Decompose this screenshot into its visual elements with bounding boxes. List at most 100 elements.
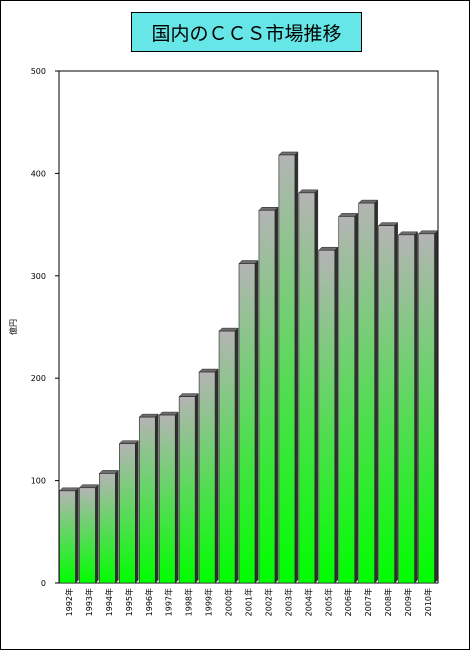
bar-side — [194, 393, 199, 584]
bar-2010年 — [417, 230, 439, 584]
bar-side — [274, 206, 279, 584]
x-tick-label: 1997年 — [164, 588, 174, 616]
bar-2005年 — [318, 246, 339, 584]
bar-2004年 — [298, 189, 319, 584]
x-tick-label: 1994年 — [104, 588, 114, 616]
y-tick-label: 200 — [31, 374, 46, 383]
bar-front — [119, 443, 136, 584]
bar-side — [155, 413, 159, 584]
bar-top — [397, 231, 419, 236]
y-tick-label: 100 — [31, 477, 46, 486]
bar-top — [118, 440, 139, 444]
bar-side — [174, 411, 179, 584]
bar-front — [198, 371, 216, 584]
bar-side — [434, 230, 438, 584]
bar-top — [417, 230, 439, 235]
bar-top — [298, 189, 319, 194]
bar-side — [135, 440, 139, 584]
bar-front — [338, 216, 356, 584]
y-tick-label: 500 — [31, 67, 46, 76]
bar-front — [398, 234, 415, 584]
x-tick-label: 2004年 — [303, 588, 313, 616]
bar-top — [98, 470, 119, 474]
bar-front — [138, 416, 156, 584]
bar-top — [378, 222, 399, 226]
bar-front — [258, 209, 276, 584]
bar-1996年 — [138, 413, 159, 584]
bar-side — [75, 487, 79, 584]
bar-1992年 — [58, 487, 80, 584]
bar-top — [58, 487, 80, 492]
x-tick-label: 1995年 — [124, 588, 134, 616]
bar-front — [59, 490, 76, 584]
bar-top — [358, 199, 379, 204]
x-tick-label: 2000年 — [224, 588, 234, 616]
bar-side — [314, 189, 319, 584]
x-tick-label: 1993年 — [84, 588, 94, 616]
bar-side — [414, 231, 418, 584]
bar-side — [374, 199, 378, 584]
bar-top — [138, 413, 159, 418]
x-tick-label: 2006年 — [343, 588, 353, 616]
bar-1993年 — [78, 484, 100, 584]
x-tick-label: 2007年 — [363, 588, 373, 616]
bar-front — [358, 202, 375, 584]
bar-1995年 — [118, 440, 139, 584]
bar-top — [258, 207, 279, 211]
y-tick-label: 0 — [41, 579, 46, 588]
x-tick-label: 2003年 — [283, 588, 293, 616]
bar-side — [294, 151, 299, 584]
bar-1999年 — [198, 368, 219, 584]
bar-top — [338, 213, 359, 217]
x-tick-label: 1998年 — [184, 588, 194, 616]
bar-side — [95, 484, 99, 584]
bar-side — [214, 368, 219, 584]
x-tick-label: 2009年 — [403, 588, 413, 616]
bar-front — [79, 487, 96, 584]
bar-top — [178, 393, 199, 397]
bar-1997年 — [158, 411, 179, 584]
x-tick-label: 1999年 — [204, 588, 214, 616]
bar-2009年 — [397, 231, 419, 584]
bar-2002年 — [258, 206, 279, 584]
bar-front — [278, 154, 296, 584]
bar-1998年 — [178, 393, 199, 584]
x-tick-label: 2001年 — [244, 588, 254, 616]
bar-side — [334, 246, 339, 584]
bar-top — [158, 411, 179, 416]
y-axis-label: 億円 — [8, 319, 18, 335]
bar-2001年 — [238, 259, 259, 584]
bar-side — [394, 222, 398, 584]
bar-top — [278, 151, 299, 156]
bar-front — [178, 396, 196, 584]
chart-title: 国内のＣＣＳ市場推移 — [131, 12, 362, 52]
bar-front — [158, 414, 176, 584]
bar-top — [78, 484, 100, 489]
bar-top — [198, 368, 219, 373]
bar-2007年 — [358, 199, 379, 584]
bar-2006年 — [338, 212, 359, 584]
bar-front — [99, 473, 116, 584]
x-tick-label: 2008年 — [383, 588, 393, 616]
x-tick-label: 2010年 — [423, 588, 433, 616]
bar-front — [418, 233, 435, 584]
x-tick-label: 2002年 — [263, 588, 273, 616]
bar-front — [298, 192, 316, 584]
y-tick-label: 400 — [31, 169, 46, 178]
x-tick-label: 1992年 — [64, 588, 74, 616]
bar-side — [115, 469, 119, 584]
bar-2000年 — [218, 327, 239, 584]
y-tick-label: 300 — [31, 272, 46, 281]
bar-top — [218, 327, 239, 332]
bar-2008年 — [378, 222, 399, 584]
bar-front — [218, 330, 236, 584]
bar-top — [238, 260, 259, 264]
bar-top — [318, 246, 339, 251]
bar-front — [378, 225, 395, 584]
bar-side — [254, 259, 259, 584]
bar-side — [354, 212, 358, 584]
x-tick-label: 1996年 — [144, 588, 154, 616]
bar-front — [238, 263, 256, 584]
bar-1994年 — [98, 469, 119, 584]
